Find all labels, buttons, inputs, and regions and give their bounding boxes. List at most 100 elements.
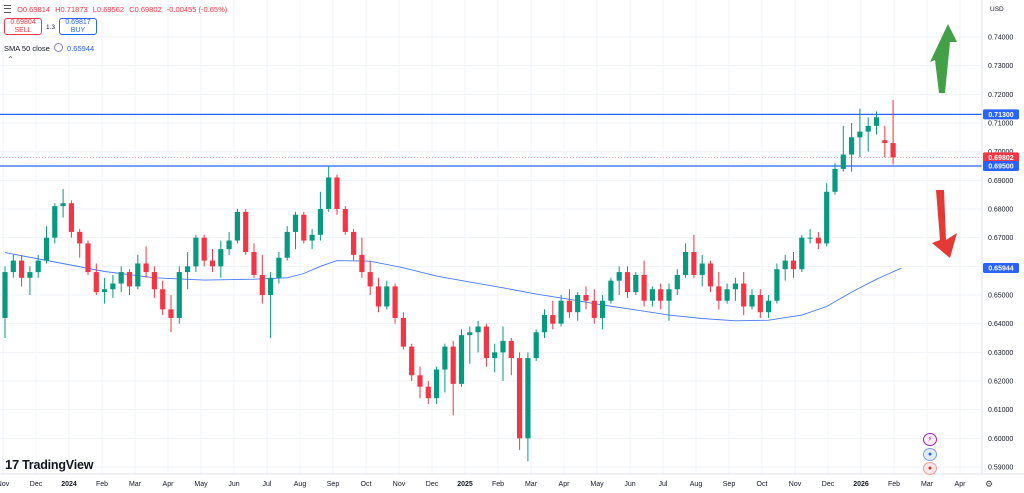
candle-body <box>251 252 257 275</box>
x-tick-label: Nov <box>789 481 802 488</box>
candle-body <box>882 140 888 144</box>
candle-body <box>342 209 348 232</box>
x-tick-label: Sep <box>327 481 340 488</box>
x-tick-label: Jul <box>659 481 668 488</box>
candle-body <box>409 346 415 376</box>
candle-body <box>658 289 664 301</box>
arrows-layer <box>930 24 957 258</box>
candle-body <box>575 295 581 313</box>
x-tick-label: Dec <box>426 481 439 488</box>
candle-body <box>85 243 91 273</box>
menu-icon[interactable] <box>4 5 11 13</box>
arrow-down <box>932 190 957 258</box>
candle-body <box>2 272 8 318</box>
lightning-icon[interactable]: ⚡ <box>923 433 937 446</box>
y-tick-label: 0.59000 <box>988 465 1013 472</box>
candle-body <box>193 237 199 267</box>
x-tick-label: Jun <box>624 481 635 488</box>
sell-button[interactable]: 0.69804 SELL <box>4 18 42 35</box>
y-tick-label: 0.67000 <box>988 235 1013 242</box>
y-tick-label: 0.69000 <box>988 178 1013 185</box>
price-axis[interactable]: 0.740000.730000.720000.710000.700000.690… <box>988 35 1013 472</box>
x-tick-label: Dec <box>30 481 43 488</box>
x-tick-label: Aug <box>690 481 703 488</box>
candle-body <box>790 260 797 270</box>
candle-body <box>326 177 332 209</box>
candle-body <box>774 269 780 301</box>
candle-body <box>218 249 224 267</box>
x-tick-label: 2025 <box>457 481 473 488</box>
candle-body <box>268 277 274 295</box>
y-tick-label: 0.74000 <box>988 35 1013 42</box>
x-tick-label: Apr <box>163 481 175 488</box>
candle-body <box>43 237 50 261</box>
candle-body <box>176 272 182 318</box>
price-label-box <box>983 262 1019 273</box>
candle-body <box>375 286 382 307</box>
candle-body <box>135 263 141 287</box>
candle-body <box>766 300 772 313</box>
time-axis[interactable]: Nov Dec 2024 Feb Mar Apr May Jun Jul Aug Sep Oct Nov… <box>0 481 966 488</box>
chevron-up-icon[interactable]: ⌃ <box>7 55 14 64</box>
candle-body <box>102 289 108 293</box>
x-tick-label: Dec <box>822 481 835 488</box>
flag-icon[interactable]: ● <box>923 462 937 475</box>
candle-body <box>77 231 83 244</box>
candle-body <box>649 289 655 301</box>
candle-body <box>525 358 531 439</box>
candle-body <box>259 274 265 295</box>
sma-line <box>4 252 902 322</box>
ohlc-close: C0.69802 <box>129 5 162 14</box>
ohlc-legend: O0.69814 H0.71873 L0.69562 C0.69802 -0.0… <box>4 5 230 14</box>
candle-body <box>359 254 365 273</box>
candle-body <box>35 260 41 273</box>
tradingview-logo[interactable]: 17 TradingView <box>5 457 93 472</box>
flag-icon[interactable]: ● <box>923 448 937 461</box>
candle-body <box>226 240 232 250</box>
candle-body <box>716 286 722 301</box>
sma-label: SMA 50 close <box>4 44 50 53</box>
x-tick-label: Nov <box>393 481 406 488</box>
gear-icon[interactable]: ⚙ <box>985 479 994 489</box>
candle-body <box>483 326 489 359</box>
price-label-text: 0.69500 <box>988 164 1013 171</box>
price-label-text: 0.69802 <box>988 155 1013 162</box>
candle-body <box>392 286 398 318</box>
candle-body <box>624 272 631 293</box>
candle-body <box>608 280 614 301</box>
candle-body <box>865 125 871 132</box>
candle-body <box>10 260 16 273</box>
x-tick-label: Apr <box>559 481 571 488</box>
y-tick-label: 0.61000 <box>988 407 1013 414</box>
y-tick-label: 0.73000 <box>988 63 1013 70</box>
candle-body <box>292 214 299 232</box>
buy-button[interactable]: 0.69817 BUY <box>59 18 97 35</box>
sma-settings-icon[interactable] <box>53 43 63 52</box>
candle-body <box>517 358 523 439</box>
candle-body <box>558 300 564 324</box>
sell-label: SELL <box>14 27 32 34</box>
sma-line-layer <box>4 252 902 322</box>
candle-body <box>201 237 207 261</box>
y-tick-label: 0.62000 <box>988 379 1013 386</box>
candle-body <box>276 257 282 278</box>
candle-body <box>19 260 25 278</box>
candle-body <box>824 191 830 244</box>
candle-body <box>126 272 133 287</box>
sma-legend[interactable]: SMA 50 close 0.65944 <box>4 43 94 53</box>
x-tick-label: Jul <box>263 481 272 488</box>
candle-body <box>442 346 448 370</box>
candle-body <box>724 289 730 301</box>
candle-body <box>425 386 431 399</box>
candle-body <box>890 143 896 158</box>
x-tick-label: Mar <box>525 481 538 488</box>
price-labels-layer: 0.71300 0.69802 0.69500 0.65944 <box>983 109 1019 273</box>
y-tick-label: 0.60000 <box>988 436 1013 443</box>
candle-body <box>832 168 838 192</box>
candle-body <box>732 283 738 290</box>
candle-body <box>185 266 191 273</box>
candle-body <box>334 177 340 209</box>
y-tick-label: 0.63000 <box>988 350 1013 357</box>
currency-label[interactable]: USD <box>990 6 1004 13</box>
